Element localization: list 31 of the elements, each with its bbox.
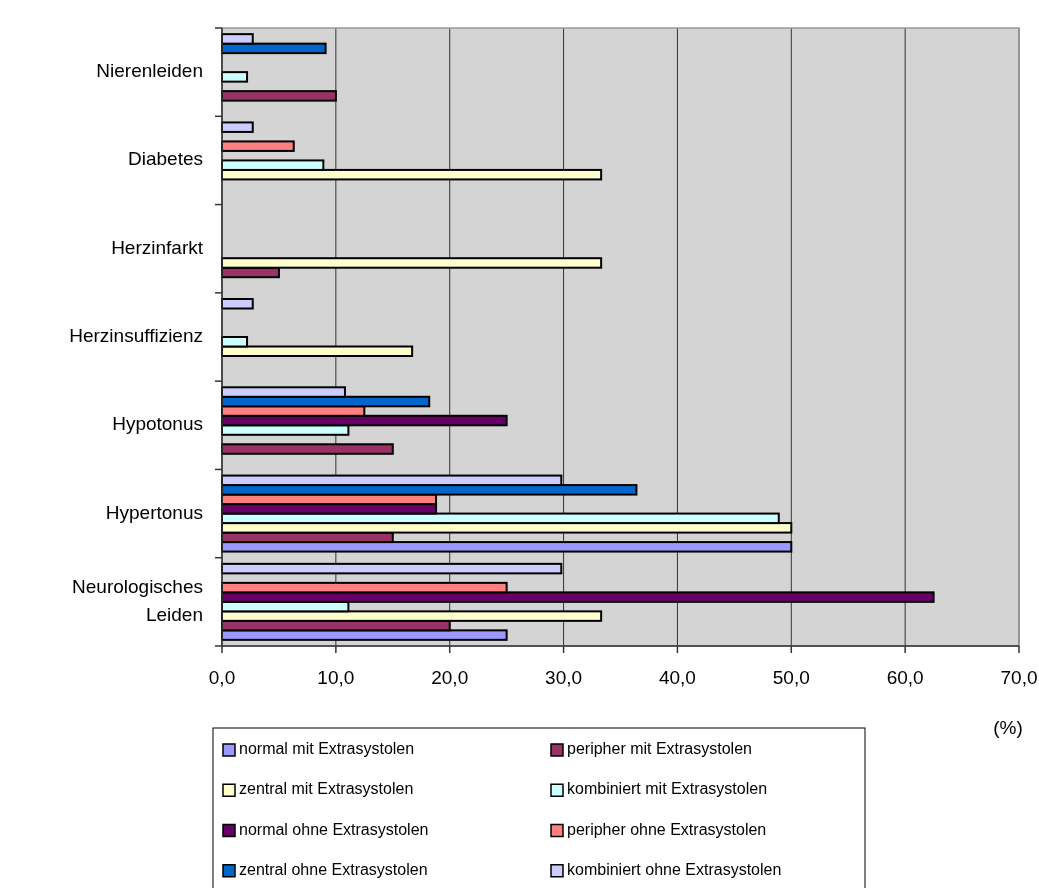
bar: [221, 562, 563, 575]
x-tick-label: 60,0: [886, 667, 924, 688]
bar: [221, 121, 254, 133]
x-tick-label: 70,0: [1000, 667, 1038, 688]
y-tick-label: Neurologisches Leiden: [72, 575, 203, 625]
legend-label: normal ohne Extrasystolen: [239, 820, 429, 838]
y-tick-label: Nierenleiden: [96, 60, 203, 82]
x-tick-label: 20,0: [431, 667, 469, 688]
x-tick-label: 30,0: [545, 667, 583, 688]
legend-label: normal mit Extrasystolen: [239, 740, 415, 758]
x-tick-label: 10,0: [317, 667, 355, 688]
bar: [221, 71, 249, 83]
y-tick-label: Diabetes: [128, 148, 203, 170]
y-tick-label: Hypertonus: [105, 501, 203, 523]
y-tick-label: Hypotonus: [112, 413, 203, 435]
x-tick-label: 40,0: [658, 667, 696, 688]
bar: [221, 90, 337, 102]
legend-label: peripher ohne Extrasystolen: [567, 820, 767, 838]
bar: [221, 443, 394, 455]
legend-label: peripher mit Extrasystolen: [567, 740, 752, 758]
legend-label: kombiniert mit Extrasystolen: [567, 780, 768, 798]
x-axis-title: (%): [993, 717, 1023, 738]
y-tick-label: Herzinfarkt: [111, 236, 204, 258]
bar: [221, 140, 295, 152]
x-tick-label: 0,0: [208, 667, 236, 688]
x-tick-label: 50,0: [772, 667, 810, 688]
y-tick-label: Herzinsuffizienz: [69, 325, 203, 347]
legend-label: zentral mit Extrasystolen: [239, 780, 414, 798]
bar: [221, 298, 254, 310]
legend-label: kombiniert ohne Extrasystolen: [567, 860, 782, 878]
legend-label: zentral ohne Extrasystolen: [239, 860, 428, 878]
